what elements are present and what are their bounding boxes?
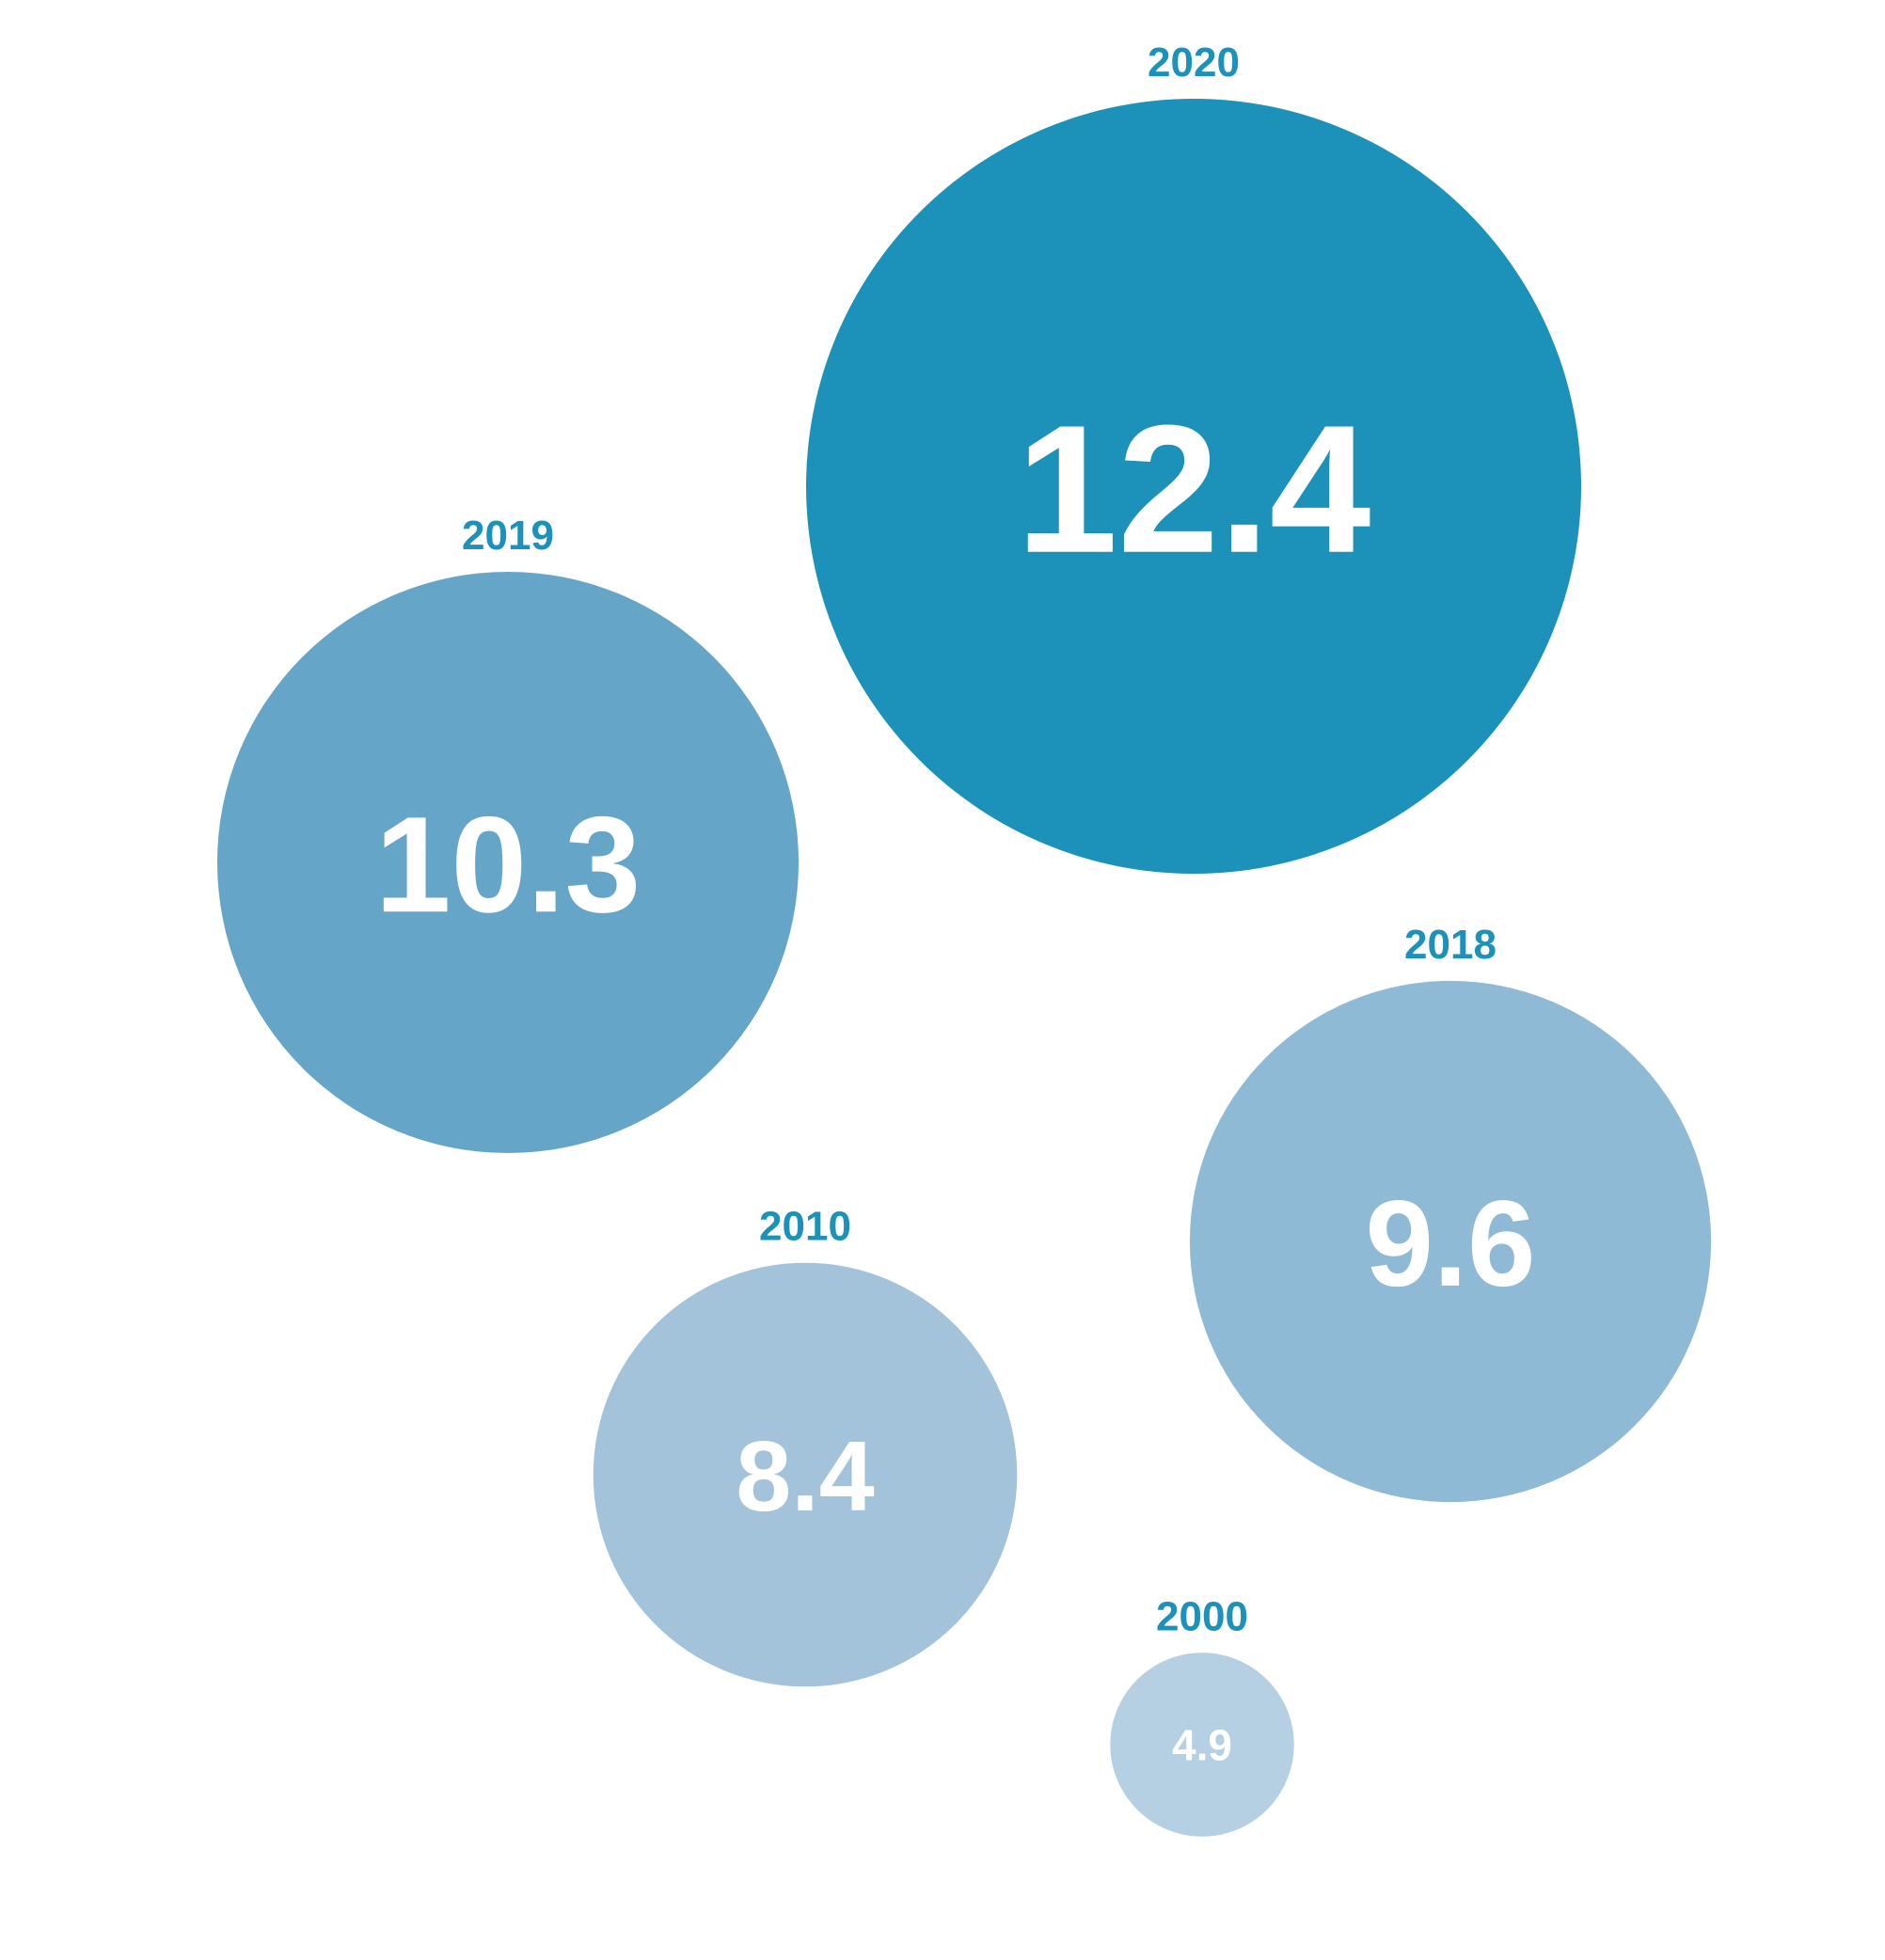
bubble-circle-2020 (806, 99, 1581, 874)
bubble-year-label-2010: 2010 (759, 1204, 851, 1250)
bubble-value-label-2010: 8.4 (736, 1421, 874, 1532)
bubble-2020: 12.4 2020 (806, 40, 1581, 874)
bubble-2018: 9.6 2018 (1189, 922, 1712, 1503)
bubble-value-label-2020: 12.4 (1017, 388, 1371, 592)
bubble-year-label-2019: 2019 (462, 513, 554, 559)
bubble-2000: 4.9 2000 (1110, 1593, 1294, 1837)
bubble-2019: 10.3 2019 (216, 513, 800, 1154)
bubble-circle-2010 (593, 1262, 1018, 1687)
bubble-value-label-2018: 9.6 (1366, 1175, 1536, 1312)
bubble-2010: 8.4 2010 (593, 1204, 1018, 1687)
bubble-circle-2000 (1110, 1652, 1294, 1837)
bubble-circle-2019 (216, 571, 800, 1154)
bubble-year-label-2020: 2020 (1148, 40, 1240, 86)
bubble-year-label-2000: 2000 (1156, 1593, 1248, 1639)
bubble-circle-2018 (1189, 980, 1712, 1503)
bubble-year-label-2018: 2018 (1404, 922, 1497, 968)
bubble-value-label-2000: 4.9 (1172, 1721, 1232, 1770)
bubble-value-label-2019: 10.3 (375, 788, 642, 940)
